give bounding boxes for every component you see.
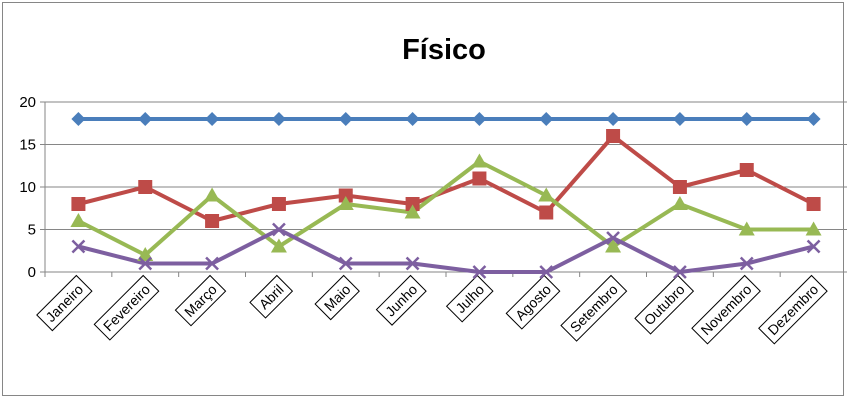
data-point (738, 221, 755, 236)
data-point (405, 112, 420, 126)
data-point (806, 239, 821, 254)
data-point (270, 238, 287, 253)
y-axis-ticks: 0 5 10 15 20 (19, 94, 36, 281)
series-line-2 (77, 134, 815, 223)
x-tick-label-group: Julho (445, 274, 494, 323)
data-point (806, 112, 821, 126)
x-tick-label-group: Abril (249, 274, 294, 319)
data-point (138, 180, 153, 194)
x-tick-label-group: Fevereiro (93, 274, 160, 341)
x-tick-label-box (93, 274, 160, 341)
data-point (805, 221, 822, 236)
data-point (71, 197, 86, 211)
data-point (739, 112, 754, 126)
x-tick-label-box (505, 274, 561, 330)
data-point (71, 112, 86, 126)
series-line-4 (77, 227, 815, 274)
x-tick-label-box (691, 274, 761, 345)
data-point (539, 112, 554, 126)
x-tick-label-group: Junho (375, 274, 427, 326)
data-point (606, 231, 620, 245)
y-tick-label: 20 (19, 94, 36, 111)
data-point (138, 256, 153, 271)
data-point (272, 222, 286, 237)
x-tick-label: Setembro (567, 281, 621, 335)
data-point (337, 196, 354, 210)
data-point (471, 153, 488, 168)
data-point (338, 256, 353, 271)
x-tick-label-box (375, 274, 427, 326)
x-tick-label-group: Outubro (634, 274, 695, 335)
data-point (271, 197, 286, 211)
data-point (739, 256, 754, 271)
data-point (204, 187, 221, 202)
x-tick-label: Outubro (641, 281, 688, 328)
data-point (472, 112, 487, 126)
data-point (338, 112, 353, 126)
x-tick-label-box (634, 274, 695, 335)
y-tick-label: 0 (28, 264, 36, 281)
x-tick-label-group: Setembro (560, 274, 628, 342)
data-point (70, 213, 87, 227)
x-tick-label-box (174, 274, 227, 327)
data-point (606, 129, 621, 143)
data-point (539, 265, 554, 279)
x-tick-label: Fevereiro (100, 281, 153, 334)
data-point (338, 188, 353, 203)
x-tick-label-group: Janeiro (36, 274, 93, 332)
gridlines (45, 101, 847, 230)
x-tick-label-group: Agosto (505, 274, 561, 330)
x-tick-label-group: Maio (314, 274, 360, 321)
data-point (672, 180, 687, 194)
x-tick-label-box (249, 274, 294, 319)
x-tick-label: Dezembro (764, 281, 821, 338)
series-layer (70, 112, 822, 279)
x-tick-label-box (36, 274, 93, 332)
data-point (605, 238, 622, 253)
data-point (205, 256, 219, 271)
data-point (472, 265, 487, 279)
data-point (138, 112, 153, 126)
data-point (671, 196, 688, 210)
data-point (137, 247, 154, 261)
x-tick-label: Novembro (698, 281, 755, 338)
x-tick-label-group: Março (174, 274, 227, 327)
chart-title: Físico (402, 34, 486, 66)
y-tick-label: 5 (28, 222, 36, 239)
y-tick-label: 15 (19, 137, 36, 154)
data-point (739, 163, 754, 177)
data-point (472, 171, 487, 186)
y-tick-label: 10 (19, 179, 36, 196)
data-point (539, 205, 554, 220)
data-point (806, 197, 821, 211)
x-tick-label-box (445, 274, 494, 323)
x-tick-label-box (560, 274, 628, 342)
x-axis-ticks: Janeiro Fevereiro Março Abril Maio Junho Julho… (36, 274, 828, 345)
data-point (405, 256, 420, 271)
data-point (404, 204, 421, 219)
data-point (271, 112, 286, 126)
data-point (71, 239, 86, 254)
axes (40, 101, 847, 277)
data-point (673, 265, 687, 279)
x-tick-label-group: Dezembro (758, 274, 828, 345)
x-tick-label-box (758, 274, 828, 345)
x-tick-label-group: Novembro (691, 274, 761, 345)
series-line-3 (77, 159, 814, 257)
data-point (538, 187, 555, 202)
data-point (405, 197, 420, 211)
data-point (606, 112, 621, 126)
data-point (205, 214, 220, 228)
data-point (205, 112, 220, 126)
x-tick-label-box (314, 274, 360, 321)
data-point (672, 112, 687, 126)
